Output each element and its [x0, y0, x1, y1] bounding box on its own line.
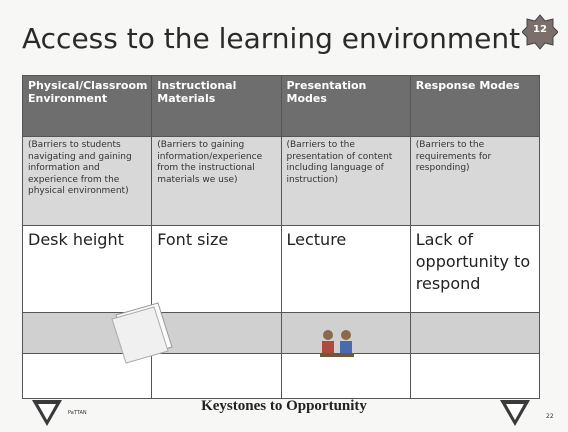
column-header: Instructional Materials	[151, 75, 282, 137]
example-cell: Font size	[151, 225, 282, 313]
barrier-table: Physical/Classroom Environment Instructi…	[21, 75, 541, 399]
badge-number: 12	[533, 24, 547, 35]
empty-cell	[409, 312, 541, 354]
page-number: 22	[546, 413, 554, 420]
paper-stack-icon	[111, 302, 173, 364]
footer-title: Keystones to Opportunity	[201, 398, 367, 414]
column-header: Physical/Classroom Environment	[21, 75, 153, 137]
students-icon	[320, 330, 354, 357]
logo-icon	[500, 400, 530, 426]
column-header: Presentation Modes	[280, 75, 411, 137]
logo-text: PaTTAN	[68, 410, 87, 416]
column-header: Response Modes	[409, 75, 541, 137]
badge-icon	[522, 14, 558, 50]
example-cell: Desk height	[21, 225, 153, 313]
empty-cell	[151, 312, 282, 354]
example-cell: Lack of opportunity to respond	[409, 225, 541, 313]
description-cell: (Barriers to the presentation of content…	[280, 136, 411, 226]
description-cell: (Barriers to gaining information/experie…	[151, 136, 282, 226]
empty-cell	[151, 353, 282, 399]
description-cell: (Barriers to the requirements for respon…	[409, 136, 541, 226]
description-cell: (Barriers to students navigating and gai…	[21, 136, 153, 226]
empty-cell	[280, 353, 411, 399]
logo-icon	[32, 400, 62, 426]
empty-cell	[409, 353, 541, 399]
example-cell: Lecture	[280, 225, 411, 313]
slide-title: Access to the learning environment	[22, 22, 521, 55]
